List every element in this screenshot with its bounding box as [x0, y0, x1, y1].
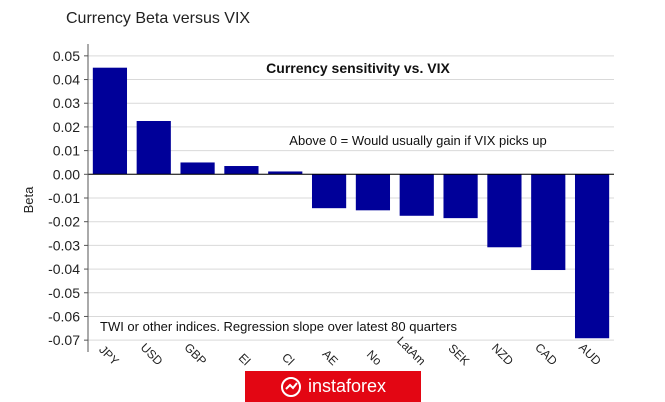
x-tick-label: SEK [445, 341, 472, 368]
x-tick-label: Cl [279, 350, 297, 368]
y-tick-label: 0.03 [53, 95, 80, 111]
bars [92, 67, 610, 339]
y-tick-labels: 0.05 0.04 0.03 0.02 0.01 0.00 -0.01 -0.02 -0.03 -… [48, 48, 88, 348]
y-tick-label: 0.05 [53, 48, 80, 64]
x-tick-label: LatAm [394, 334, 428, 368]
chart-inner-title: Currency sensitivity vs. VIX [266, 60, 450, 76]
x-tick-label: AE [320, 347, 341, 368]
bar-cad [531, 174, 566, 271]
x-tick-label: AUD [576, 340, 604, 368]
gridlines [88, 55, 614, 341]
y-tick-label: 0.01 [53, 143, 80, 159]
x-tick-label: USD [138, 340, 166, 368]
x-tick-label: NZD [489, 341, 517, 369]
bar-no [355, 174, 391, 211]
bar-ae [311, 174, 347, 209]
y-tick-label: -0.03 [48, 237, 80, 253]
y-tick-label: -0.02 [48, 214, 80, 230]
bar-sek [443, 174, 478, 219]
page-title: Currency Beta versus VIX [66, 10, 251, 27]
bar-ch [268, 171, 303, 175]
y-tick-label: -0.07 [48, 332, 80, 348]
bar-gbp [180, 162, 215, 175]
bar-nzd [487, 174, 522, 248]
instaforex-watermark: instaforex [245, 371, 421, 402]
x-tick-label: El [236, 351, 253, 368]
y-tick-label: -0.06 [48, 308, 80, 324]
bar-latam [399, 174, 434, 216]
x-tick-label: JPY [96, 343, 121, 368]
bar-jpy [92, 67, 128, 175]
annotation-above-zero: Above 0 = Would usually gain if VIX pick… [289, 133, 546, 148]
bar-aud [574, 174, 610, 339]
x-tick-labels: JPY USD GBP El Cl AE No LatAm SEK NZD CAD AUD [96, 334, 604, 369]
y-tick-label: -0.01 [48, 190, 80, 206]
y-axis-label: Beta [21, 186, 36, 214]
instaforex-logo-icon [280, 376, 301, 397]
y-tick-label: -0.05 [48, 285, 80, 301]
y-tick-label: 0.02 [53, 119, 80, 135]
watermark-text: instaforex [307, 376, 387, 396]
bar-eu [224, 166, 259, 175]
y-tick-label: 0.04 [53, 72, 80, 88]
y-tick-label: -0.04 [48, 261, 80, 277]
x-tick-label: GBP [182, 340, 210, 368]
annotation-footnote: TWI or other indices. Regression slope o… [100, 319, 457, 334]
bar-usd [136, 121, 171, 175]
x-tick-label: No [364, 347, 385, 368]
y-tick-label: 0.00 [53, 166, 80, 182]
x-tick-label: CAD [532, 340, 560, 368]
